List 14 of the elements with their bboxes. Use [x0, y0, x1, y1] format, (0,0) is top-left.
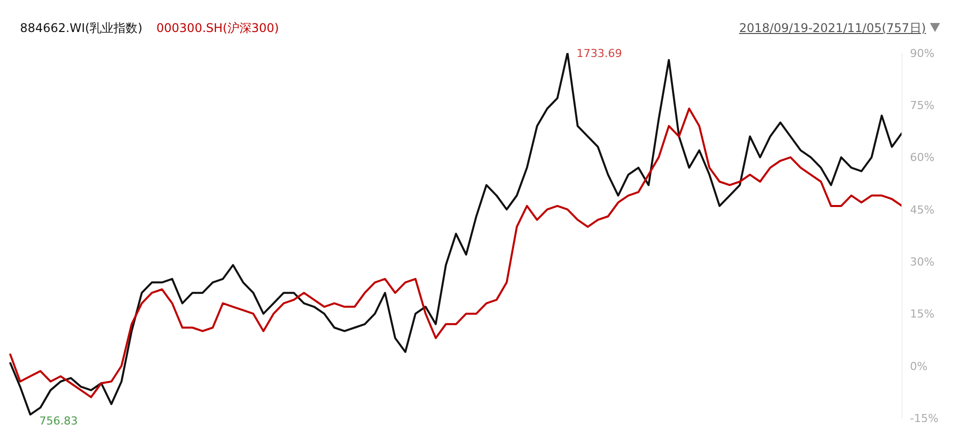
- line-series: [9, 108, 903, 398]
- y-tick-label: -15%: [910, 412, 938, 425]
- annotation: 1733.69: [576, 46, 622, 60]
- y-tick-label: 75%: [910, 99, 934, 112]
- y-tick-label: 0%: [910, 360, 928, 373]
- y-tick-label: 60%: [910, 151, 934, 164]
- y-tick-label: 90%: [910, 46, 934, 60]
- y-tick-label: 45%: [910, 203, 934, 216]
- y-tick-label: 15%: [910, 308, 934, 321]
- chart-subtitle: 2018/09/19-2021/11/05(757日): [739, 20, 926, 37]
- annotation: 756.83: [39, 414, 78, 428]
- text: 884662.WI(乳业指数): [20, 21, 144, 35]
- y-tick-label: 30%: [910, 255, 934, 268]
- text: 000300.SH(沪深300): [156, 21, 280, 35]
